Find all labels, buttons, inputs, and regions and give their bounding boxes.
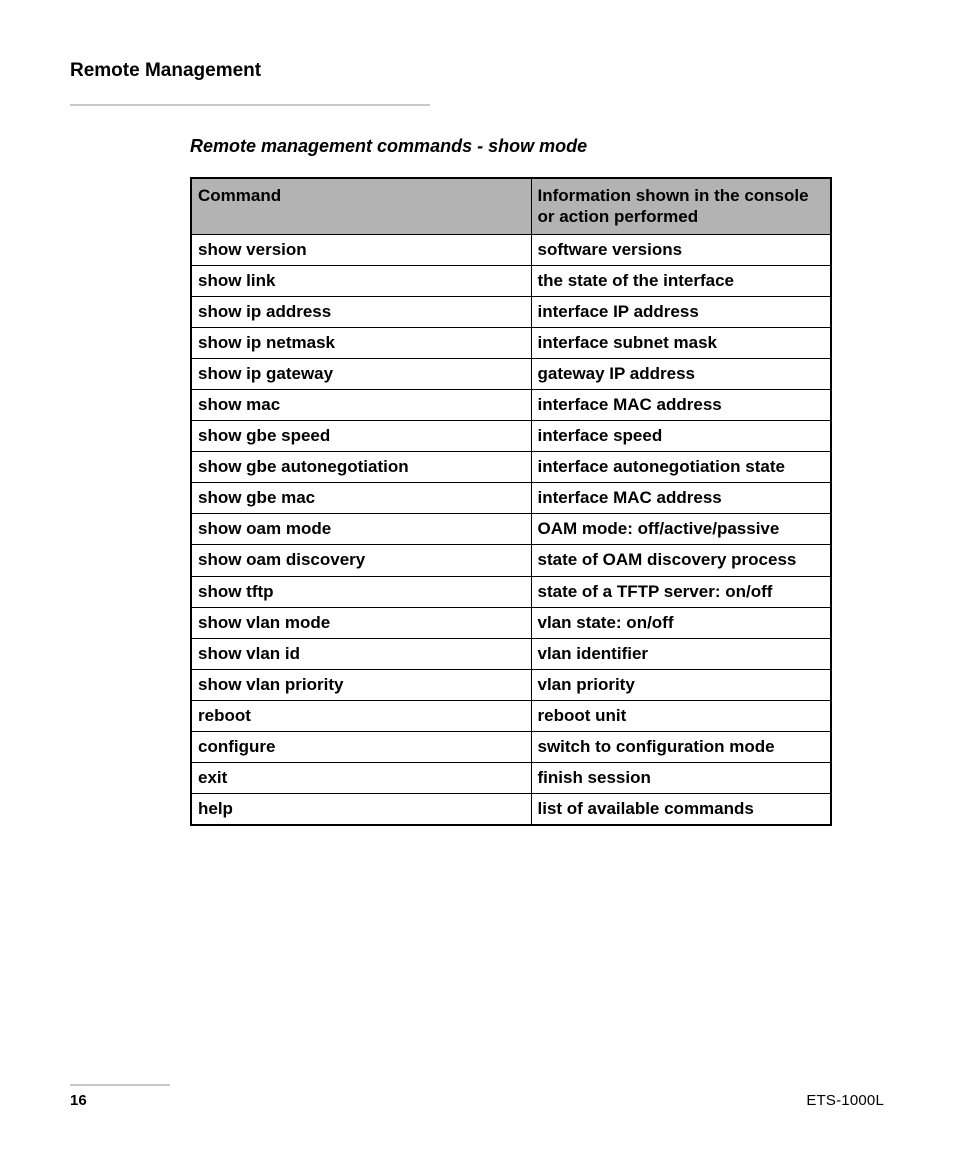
cell-description: the state of the interface <box>531 265 831 296</box>
table-row: show tftpstate of a TFTP server: on/off <box>191 576 831 607</box>
table-row: helplist of available commands <box>191 794 831 826</box>
table-row: show ip netmaskinterface subnet mask <box>191 327 831 358</box>
table-row: configureswitch to configuration mode <box>191 732 831 763</box>
product-model: ETS-1000L <box>806 1092 884 1109</box>
table-row: show vlan idvlan identifier <box>191 638 831 669</box>
footer-line: 16 ETS-1000L <box>70 1092 884 1109</box>
table-row: show macinterface MAC address <box>191 389 831 420</box>
table-header-row: Command Information shown in the console… <box>191 178 831 234</box>
cell-command: show ip netmask <box>191 327 531 358</box>
table-row: show gbe autonegotiationinterface autone… <box>191 452 831 483</box>
cell-description: interface speed <box>531 421 831 452</box>
table-row: show ip gatewaygateway IP address <box>191 358 831 389</box>
cell-description: gateway IP address <box>531 358 831 389</box>
cell-description: switch to configuration mode <box>531 732 831 763</box>
cell-description: interface IP address <box>531 296 831 327</box>
table-row: show linkthe state of the interface <box>191 265 831 296</box>
cell-command: help <box>191 794 531 826</box>
commands-table-body: show versionsoftware versionsshow linkth… <box>191 234 831 825</box>
commands-table: Command Information shown in the console… <box>190 177 832 826</box>
page-number: 16 <box>70 1092 87 1109</box>
cell-command: show vlan mode <box>191 607 531 638</box>
table-row: show versionsoftware versions <box>191 234 831 265</box>
cell-command: show gbe speed <box>191 421 531 452</box>
cell-command: show gbe mac <box>191 483 531 514</box>
cell-description: interface subnet mask <box>531 327 831 358</box>
col-header-description: Information shown in the console or acti… <box>531 178 831 234</box>
cell-description: list of available commands <box>531 794 831 826</box>
table-row: show oam modeOAM mode: off/active/passiv… <box>191 514 831 545</box>
cell-command: exit <box>191 763 531 794</box>
cell-command: reboot <box>191 700 531 731</box>
cell-command: show gbe autonegotiation <box>191 452 531 483</box>
cell-command: show vlan priority <box>191 669 531 700</box>
cell-description: interface MAC address <box>531 483 831 514</box>
table-row: show oam discoverystate of OAM discovery… <box>191 545 831 576</box>
cell-description: vlan state: on/off <box>531 607 831 638</box>
cell-description: finish session <box>531 763 831 794</box>
table-row: show gbe speedinterface speed <box>191 421 831 452</box>
title-divider <box>70 104 430 106</box>
table-row: show vlan modevlan state: on/off <box>191 607 831 638</box>
cell-command: configure <box>191 732 531 763</box>
cell-description: interface autonegotiation state <box>531 452 831 483</box>
cell-command: show link <box>191 265 531 296</box>
table-row: rebootreboot unit <box>191 700 831 731</box>
cell-command: show ip gateway <box>191 358 531 389</box>
table-caption: Remote management commands - show mode <box>190 136 884 157</box>
cell-command: show oam discovery <box>191 545 531 576</box>
cell-command: show tftp <box>191 576 531 607</box>
footer-divider <box>70 1084 170 1086</box>
cell-command: show oam mode <box>191 514 531 545</box>
table-row: show ip addressinterface IP address <box>191 296 831 327</box>
page: Remote Management Remote management comm… <box>0 0 954 1159</box>
cell-command: show ip address <box>191 296 531 327</box>
cell-description: reboot unit <box>531 700 831 731</box>
table-row: exitfinish session <box>191 763 831 794</box>
cell-description: vlan identifier <box>531 638 831 669</box>
page-footer: 16 ETS-1000L <box>70 1084 884 1109</box>
cell-description: OAM mode: off/active/passive <box>531 514 831 545</box>
cell-description: state of a TFTP server: on/off <box>531 576 831 607</box>
table-row: show vlan priorityvlan priority <box>191 669 831 700</box>
cell-description: interface MAC address <box>531 389 831 420</box>
table-row: show gbe macinterface MAC address <box>191 483 831 514</box>
cell-command: show vlan id <box>191 638 531 669</box>
cell-description: vlan priority <box>531 669 831 700</box>
cell-command: show version <box>191 234 531 265</box>
cell-command: show mac <box>191 389 531 420</box>
col-header-command: Command <box>191 178 531 234</box>
section-title: Remote Management <box>70 60 884 82</box>
cell-description: state of OAM discovery process <box>531 545 831 576</box>
cell-description: software versions <box>531 234 831 265</box>
